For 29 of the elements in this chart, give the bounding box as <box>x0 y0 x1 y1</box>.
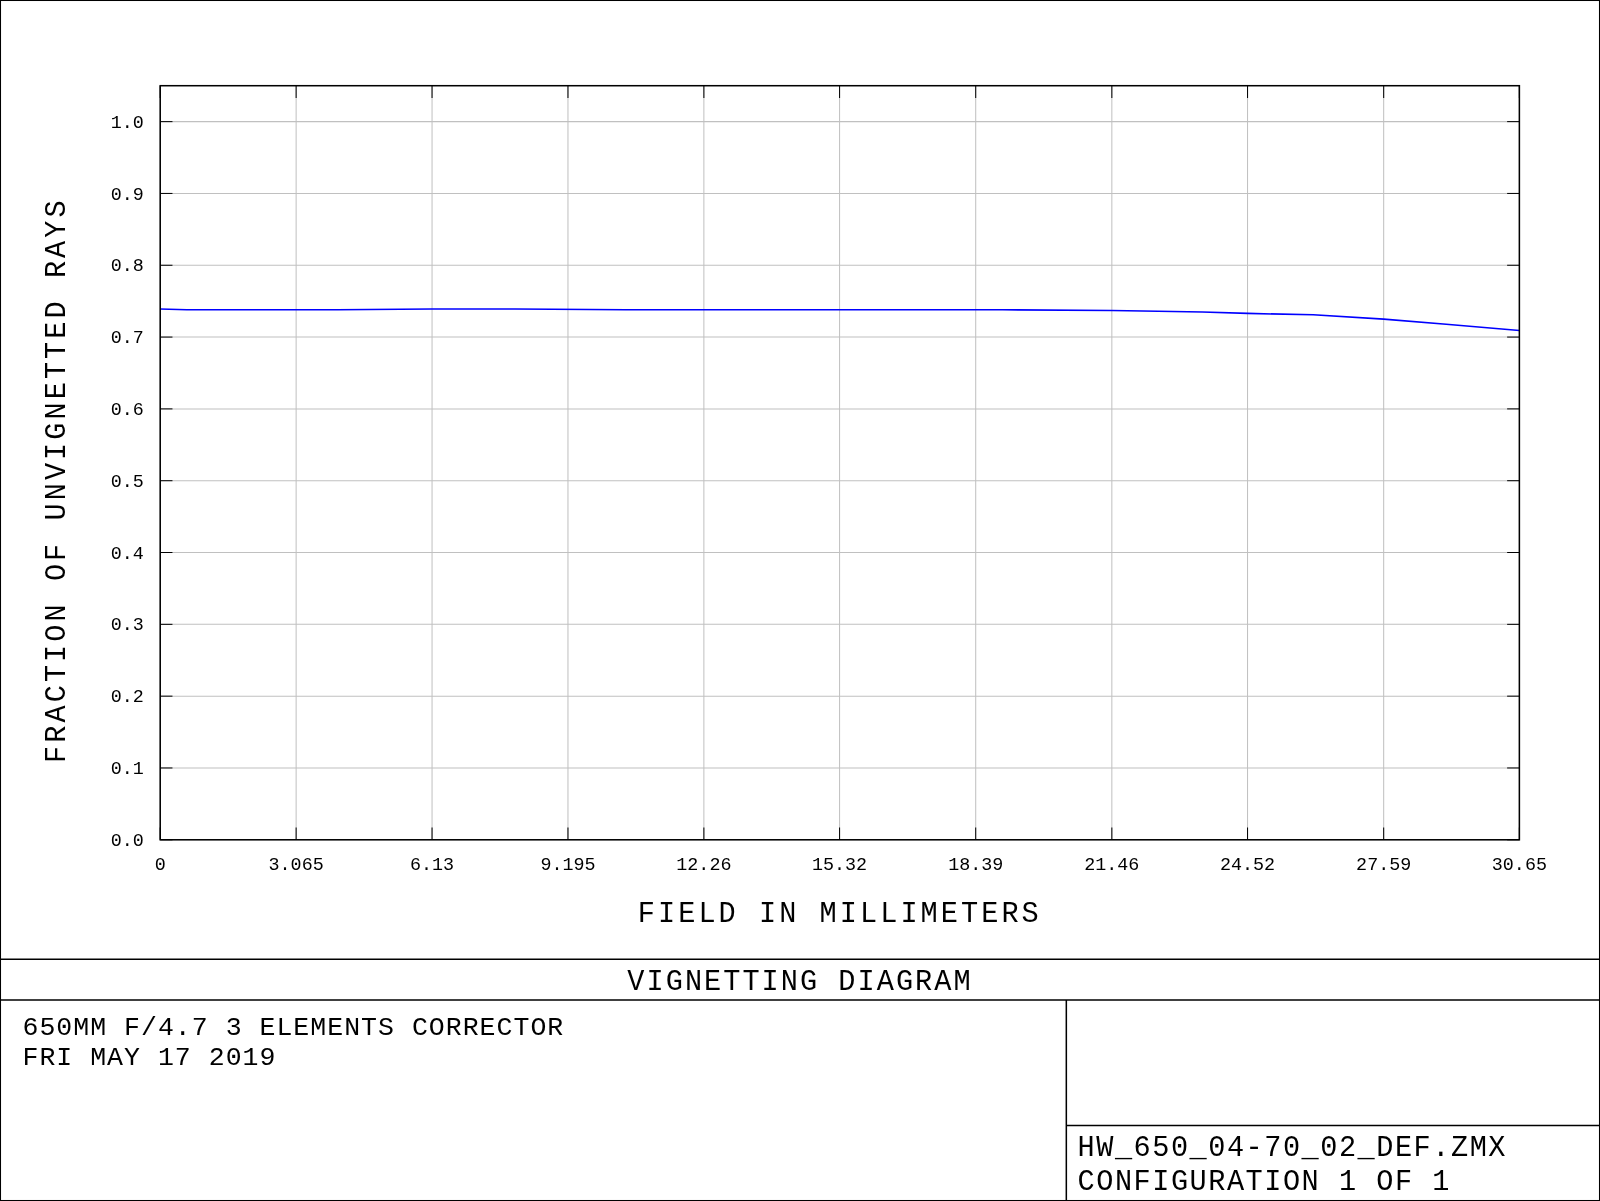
y-tick-label: 0.7 <box>110 328 144 350</box>
y-tick-label: 0.5 <box>110 471 144 493</box>
y-tick-label: 1.0 <box>110 112 144 134</box>
y-tick-label: 0.2 <box>110 687 144 709</box>
x-tick-label: 9.195 <box>540 855 596 877</box>
x-tick-label: 0 <box>154 855 166 877</box>
y-tick-label: 0.1 <box>110 759 144 781</box>
text: CONFIGURATION 1 OF 1 <box>1077 1165 1451 1199</box>
x-tick-label: 21.46 <box>1084 855 1140 877</box>
x-tick-label: 27.59 <box>1356 855 1412 877</box>
x-tick-label: 18.39 <box>948 855 1004 877</box>
text: FRI MAY 17 2019 <box>22 1043 277 1074</box>
y-tick-label: 0.4 <box>110 543 144 565</box>
x-tick-label: 3.065 <box>268 855 324 877</box>
y-axis-title: FRACTION OF UNVIGNETTED RAYS <box>41 197 75 763</box>
x-axis-title: FIELD IN MILLIMETERS <box>637 898 1042 932</box>
text: HW_650_04-70_02_DEF.ZMX <box>1077 1132 1507 1166</box>
x-tick-label: 30.65 <box>1491 855 1547 877</box>
x-tick-label: 15.32 <box>812 855 868 877</box>
y-tick-label: 0.8 <box>110 256 144 278</box>
text: VIGNETTING DIAGRAM <box>627 965 973 999</box>
text: 650MM F/4.7 3 ELEMENTS CORRECTOR <box>22 1012 565 1043</box>
y-tick-label: 0.0 <box>110 830 144 852</box>
x-tick-label: 6.13 <box>410 855 455 877</box>
y-tick-label: 0.3 <box>110 615 144 637</box>
y-tick-label: 0.9 <box>110 184 144 206</box>
x-tick-label: 24.52 <box>1220 855 1276 877</box>
y-tick-label: 0.6 <box>110 400 144 422</box>
x-tick-label: 12.26 <box>676 855 732 877</box>
